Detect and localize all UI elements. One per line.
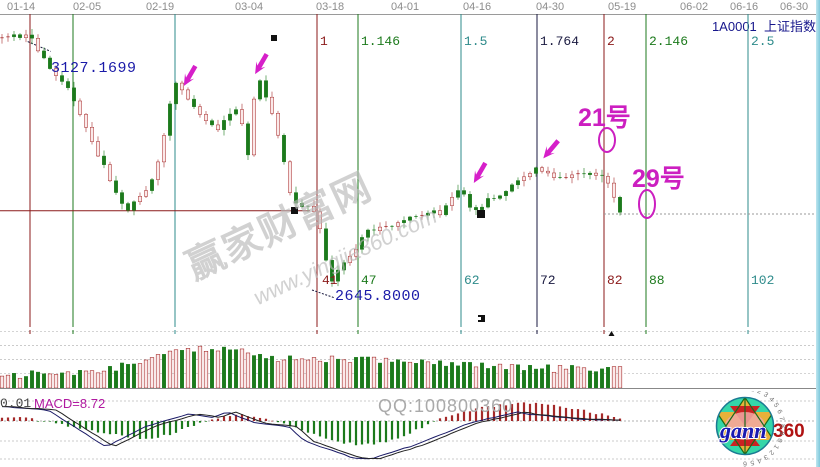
svg-text:8: 8 bbox=[778, 424, 786, 428]
svg-text:6: 6 bbox=[743, 459, 747, 467]
svg-text:4: 4 bbox=[756, 455, 763, 464]
svg-text:0: 0 bbox=[743, 391, 747, 394]
svg-text:6: 6 bbox=[774, 409, 783, 416]
svg-text:gann: gann bbox=[719, 418, 766, 443]
svg-text:3: 3 bbox=[761, 452, 769, 461]
svg-text:5: 5 bbox=[749, 457, 755, 466]
svg-text:5: 5 bbox=[771, 402, 780, 410]
svg-text:1: 1 bbox=[749, 391, 755, 395]
